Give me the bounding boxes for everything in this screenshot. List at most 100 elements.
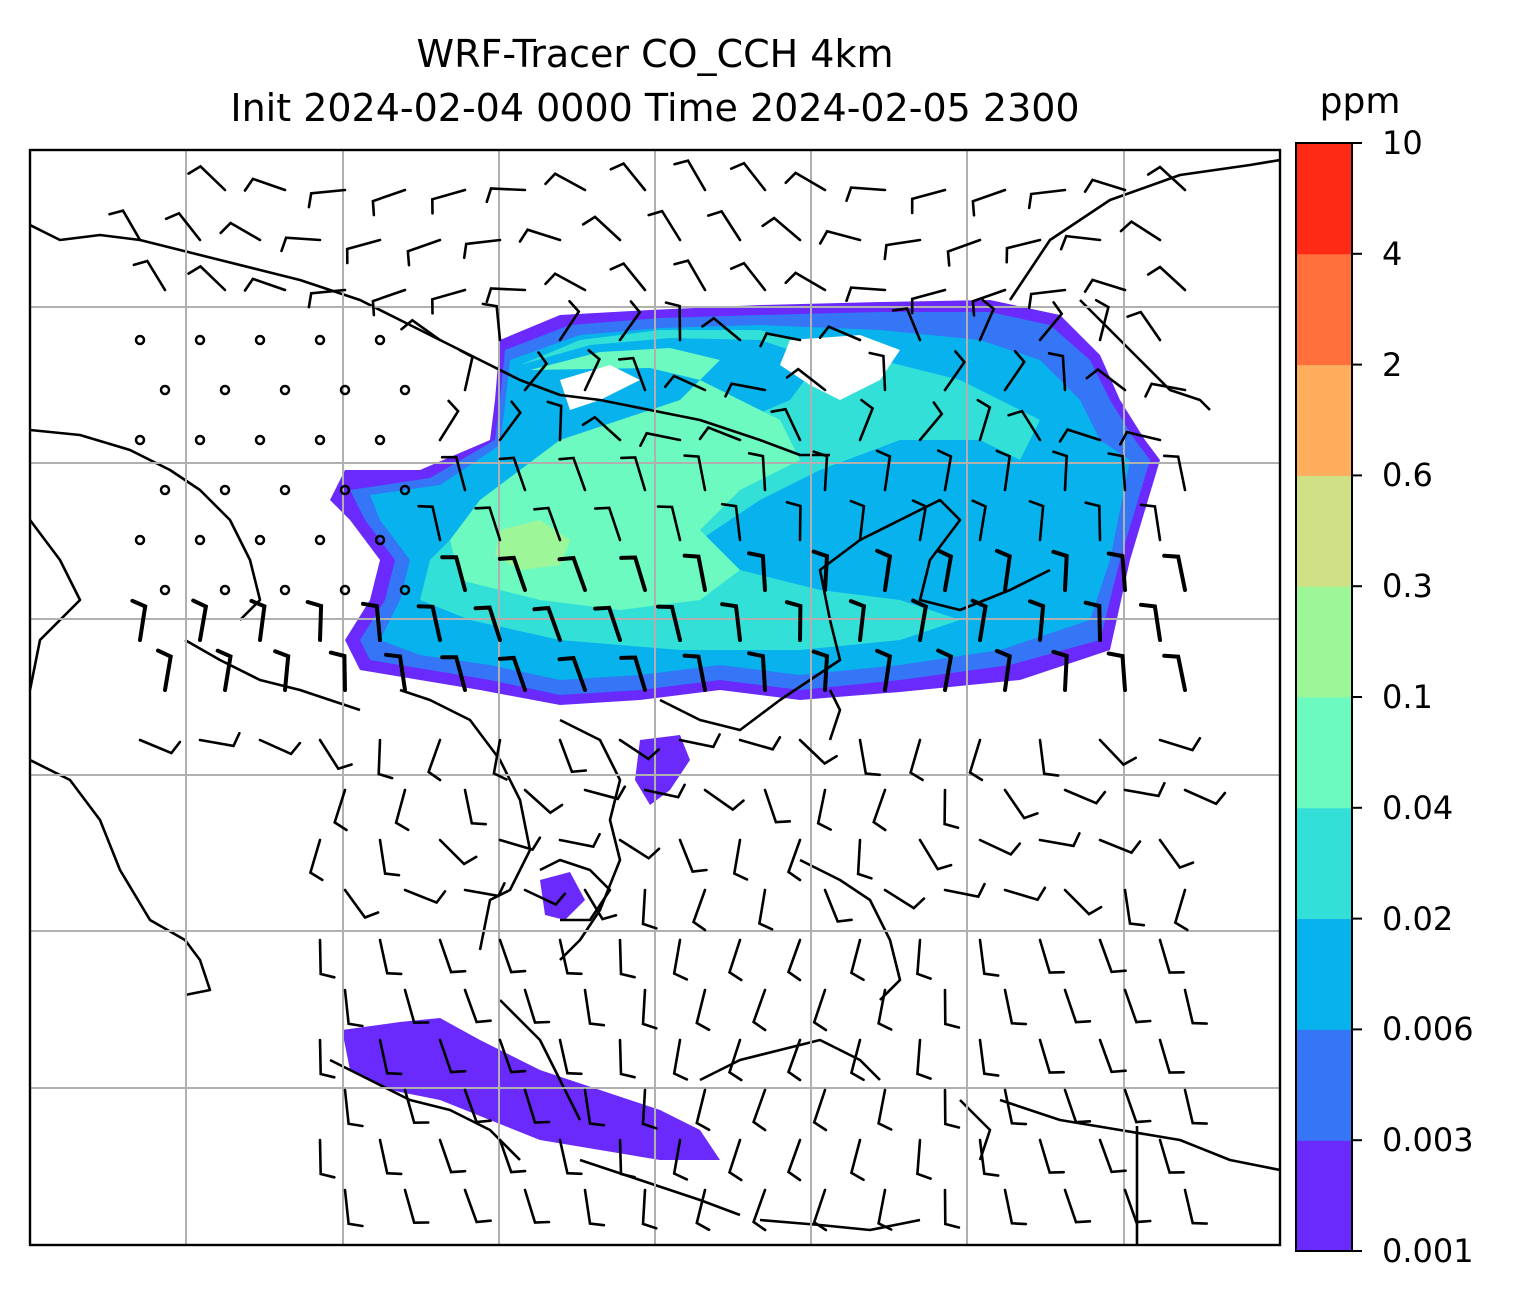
wind-barb [812,988,828,1032]
wind-barb [978,838,1022,857]
wind-barb [593,506,622,542]
colorbar-bin [1296,143,1352,255]
calm-wind-marker [339,384,351,396]
wind-barb [875,449,892,492]
wind-barb [557,555,587,592]
wind-barb [1063,1188,1092,1224]
wind-barb [463,1088,492,1124]
wind-barb [546,400,563,442]
wind-barb [641,888,658,930]
wind-barb [757,888,774,931]
wind-barb [727,1138,743,1182]
wind-barb [1139,602,1162,642]
wind-barb [378,938,403,976]
wind-barb [523,988,551,1024]
wind-barb [198,731,241,748]
wind-barb [1126,310,1162,342]
calm-wind-marker [374,434,386,446]
calm-wind-marker [374,534,386,546]
wind-barb [583,888,618,921]
wind-barb [943,988,961,1029]
wind-barb [523,1088,551,1124]
wind-barb [918,401,944,442]
wind-barb [430,188,467,215]
wind-barb [1059,234,1102,251]
wind-barb [738,736,782,751]
wind-barb [971,288,1007,317]
wind-barb [498,456,527,492]
wind-barb [416,604,442,642]
wind-barb [1123,1088,1152,1124]
calm-wind-marker [314,434,326,446]
map-subtitle: Init 2024-02-04 0000 Time 2024-02-05 230… [230,86,1080,130]
wind-barb [219,221,262,242]
wind-barb [1027,288,1067,310]
wind-barb [343,1188,364,1228]
wind-barb [438,399,460,442]
wind-barb [187,164,227,192]
wind-barb [558,832,601,849]
wind-barb [1085,367,1127,392]
wind-barb [1028,599,1046,642]
wind-barb [557,655,587,692]
wind-barb [438,838,478,866]
wind-barb [1098,938,1127,974]
wind-barb [641,1088,658,1130]
wind-barb [463,882,506,898]
wind-barbs [108,159,1227,1232]
wind-barb [583,988,606,1027]
wind-barb [438,938,467,974]
calm-wind-marker [399,484,411,496]
wind-barb [618,1038,636,1079]
calm-wind-marker [219,384,231,396]
wind-barb [318,738,353,771]
wind-barb [498,938,527,974]
wind-barb [849,938,865,982]
wind-barb [720,602,742,642]
wind-barb [1038,738,1060,777]
wind-barb [784,600,803,642]
wind-barb [656,604,682,642]
colorbar-bin [1296,807,1352,920]
calm-wind-marker [279,584,291,596]
wind-barb [858,738,881,777]
wind-barb [583,348,602,392]
wind-barb [1106,651,1127,692]
wind-barb [498,1138,527,1174]
wind-barb [970,598,988,642]
colorbar-unit: ppm [1319,81,1401,122]
wind-barb [328,650,347,692]
wind-barb [1158,838,1195,870]
wind-barb [672,1138,689,1181]
wind-barb [936,449,953,492]
wind-barb [1158,1138,1185,1174]
wind-barb [361,601,382,642]
wind-barb [532,605,562,642]
wind-barb [763,788,792,824]
wind-barb [812,450,829,492]
wind-barb [995,449,1012,492]
wind-barb [1084,501,1102,542]
wind-barb [643,783,686,799]
wind-barb [1098,1038,1127,1074]
wind-barb [132,259,167,292]
wind-barb [911,598,929,642]
wind-barb [523,351,549,392]
wind-barb [978,938,1000,977]
wind-barb [523,1188,551,1224]
wind-barb [877,988,893,1031]
wind-barb [968,738,984,782]
wind-barb [581,415,622,442]
wind-barb [307,188,347,209]
wind-barb [747,651,767,692]
wind-barb [473,605,502,642]
wind-barb [1083,178,1127,193]
wind-barb [663,374,707,392]
wind-barb [343,988,364,1028]
wind-barb [1123,781,1166,798]
wind-barb [732,838,749,881]
wind-barb [156,648,173,692]
wind-barb [701,316,742,342]
wind-barb [463,988,492,1024]
wind-barb [243,177,287,192]
